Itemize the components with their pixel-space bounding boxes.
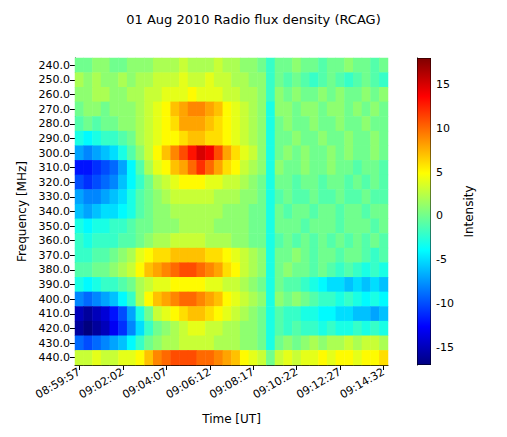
svg-text:Intensity: Intensity xyxy=(462,185,476,237)
svg-text:09:10:22: 09:10:22 xyxy=(251,365,300,401)
svg-text:09:12:27: 09:12:27 xyxy=(294,365,343,401)
svg-text:330.0: 330.0 xyxy=(39,190,71,203)
svg-text:360.0: 360.0 xyxy=(39,234,71,247)
svg-text:-10: -10 xyxy=(436,297,454,310)
svg-text:15: 15 xyxy=(436,78,450,91)
svg-text:Time [UT]: Time [UT] xyxy=(201,412,261,426)
svg-text:410.0: 410.0 xyxy=(39,307,71,320)
svg-text:08:59:57: 08:59:57 xyxy=(33,365,82,401)
svg-text:Frequency [MHz]: Frequency [MHz] xyxy=(15,161,29,262)
svg-text:250.0: 250.0 xyxy=(39,73,71,86)
svg-text:310.0: 310.0 xyxy=(39,161,71,174)
svg-text:09:02:02: 09:02:02 xyxy=(77,365,126,401)
svg-text:320.0: 320.0 xyxy=(39,176,71,189)
svg-text:-15: -15 xyxy=(436,341,454,354)
svg-text:260.0: 260.0 xyxy=(39,88,71,101)
svg-text:390.0: 390.0 xyxy=(39,278,71,291)
svg-text:430.0: 430.0 xyxy=(39,337,71,350)
svg-text:440.0: 440.0 xyxy=(39,351,71,364)
svg-text:270.0: 270.0 xyxy=(39,103,71,116)
svg-text:240.0: 240.0 xyxy=(39,59,71,72)
svg-text:09:04:07: 09:04:07 xyxy=(120,365,169,401)
svg-text:09:14:32: 09:14:32 xyxy=(338,365,387,401)
svg-text:09:06:12: 09:06:12 xyxy=(164,365,213,401)
svg-text:370.0: 370.0 xyxy=(39,249,71,262)
svg-text:09:08:17: 09:08:17 xyxy=(207,365,256,401)
svg-text:0: 0 xyxy=(436,209,443,222)
svg-text:01 Aug 2010 Radio flux density: 01 Aug 2010 Radio flux density (RCAG) xyxy=(126,12,380,27)
svg-text:420.0: 420.0 xyxy=(39,322,71,335)
svg-text:300.0: 300.0 xyxy=(39,147,71,160)
svg-text:-5: -5 xyxy=(436,253,447,266)
svg-text:340.0: 340.0 xyxy=(39,205,71,218)
svg-text:280.0: 280.0 xyxy=(39,117,71,130)
svg-text:380.0: 380.0 xyxy=(39,263,71,276)
svg-text:350.0: 350.0 xyxy=(39,220,71,233)
svg-text:400.0: 400.0 xyxy=(39,293,71,306)
svg-text:290.0: 290.0 xyxy=(39,132,71,145)
svg-text:5: 5 xyxy=(436,166,443,179)
svg-text:10: 10 xyxy=(436,122,450,135)
